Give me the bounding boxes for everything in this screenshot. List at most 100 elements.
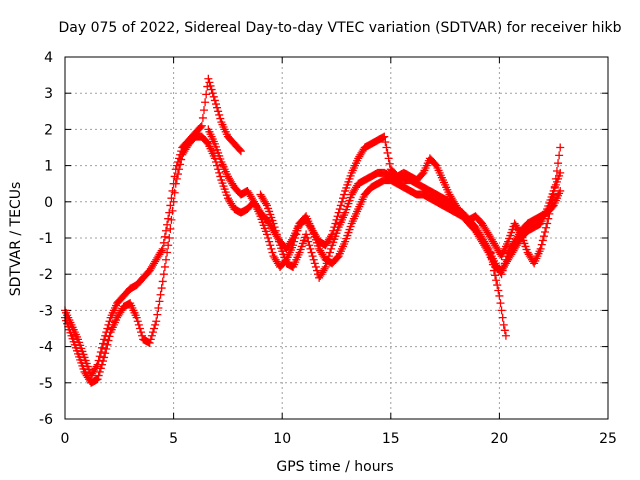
data-point <box>322 259 331 268</box>
data-point <box>489 266 498 275</box>
data-point <box>215 110 224 119</box>
data-point <box>134 320 143 329</box>
data-point <box>270 223 279 232</box>
data-point <box>173 170 182 179</box>
data-point <box>105 317 114 326</box>
data-point <box>501 331 510 340</box>
data-point <box>385 159 394 168</box>
data-point <box>323 255 332 264</box>
data-point <box>287 235 296 244</box>
data-point <box>210 96 219 105</box>
data-point <box>147 331 156 340</box>
data-point <box>497 306 506 315</box>
chart-title: Day 075 of 2022, Sidereal Day-to-day VTE… <box>59 20 622 36</box>
data-point <box>135 324 144 333</box>
data-point <box>308 252 317 261</box>
data-point <box>133 317 142 326</box>
plot-frame <box>64 56 609 420</box>
data-point <box>158 277 167 286</box>
data-point <box>158 244 167 253</box>
data-point <box>500 326 509 335</box>
data-point <box>216 172 225 181</box>
data-point <box>495 291 504 300</box>
data-point <box>546 205 555 214</box>
data-point <box>496 299 505 308</box>
data-point <box>382 143 391 152</box>
data-point <box>150 324 159 333</box>
y-tick-label: -4 <box>39 340 53 356</box>
data-point <box>264 234 273 242</box>
data-point <box>497 270 506 279</box>
data-point <box>269 219 278 228</box>
data-point <box>311 262 320 271</box>
data-point <box>327 244 336 253</box>
data-point <box>163 220 172 229</box>
data-point <box>320 264 329 273</box>
data-point <box>95 367 104 376</box>
data-point <box>235 145 244 154</box>
data-point <box>538 236 547 245</box>
y-tick-label: 1 <box>44 159 53 175</box>
data-point <box>138 331 147 340</box>
data-point <box>333 212 342 221</box>
data-point <box>95 352 104 361</box>
data-point <box>146 335 155 344</box>
data-point <box>171 179 180 188</box>
tick-labels: 0 5 10 15 20 25 -6 -5 -4 -3 -2 -1 0 1 2 3 4 <box>39 50 617 447</box>
data-point <box>159 238 168 247</box>
data-point <box>151 320 160 329</box>
x-tick-label: 15 <box>382 431 400 447</box>
data-point <box>206 81 215 90</box>
data-point <box>491 271 500 280</box>
y-tick-label: 2 <box>44 122 53 138</box>
data-point <box>336 201 345 210</box>
data-point <box>153 310 162 319</box>
data-point <box>556 186 565 195</box>
data-point <box>100 353 109 362</box>
data-point <box>201 98 210 107</box>
data-point <box>155 297 164 306</box>
data-point <box>156 290 165 299</box>
data-point <box>381 138 390 147</box>
data-point <box>167 215 176 224</box>
data-point <box>306 244 315 253</box>
data-point <box>501 255 510 264</box>
data-point <box>494 286 503 295</box>
data-point <box>493 281 502 290</box>
data-point <box>545 209 554 218</box>
y-tick-label: -6 <box>39 412 53 428</box>
data-point <box>537 240 546 249</box>
data-point <box>211 100 220 109</box>
data-point <box>547 200 556 209</box>
data-point <box>96 364 105 373</box>
data-point <box>161 226 170 235</box>
data-point <box>96 348 105 357</box>
data-point <box>214 107 223 116</box>
data-point <box>498 313 507 322</box>
data-point <box>544 214 553 223</box>
data-point <box>483 243 492 252</box>
data-point <box>100 335 109 344</box>
data-point <box>272 230 281 239</box>
data-point <box>164 241 173 250</box>
data-point <box>207 85 216 94</box>
data-point <box>160 262 169 271</box>
data-point <box>551 174 560 183</box>
data-point <box>383 148 392 157</box>
data-point <box>305 241 314 250</box>
data-point <box>549 190 558 199</box>
data-point <box>103 340 112 349</box>
data-point <box>99 357 108 366</box>
data-point <box>104 336 113 345</box>
data-point <box>198 113 207 122</box>
data-point <box>172 174 181 183</box>
data-point <box>309 255 318 264</box>
data-point <box>273 234 282 242</box>
data-point <box>274 237 283 246</box>
data-point <box>166 224 175 233</box>
data-point <box>208 89 217 98</box>
y-tick-label: 3 <box>44 86 53 102</box>
grid-lines <box>65 57 608 419</box>
data-point <box>261 199 270 208</box>
data-point <box>148 328 157 337</box>
